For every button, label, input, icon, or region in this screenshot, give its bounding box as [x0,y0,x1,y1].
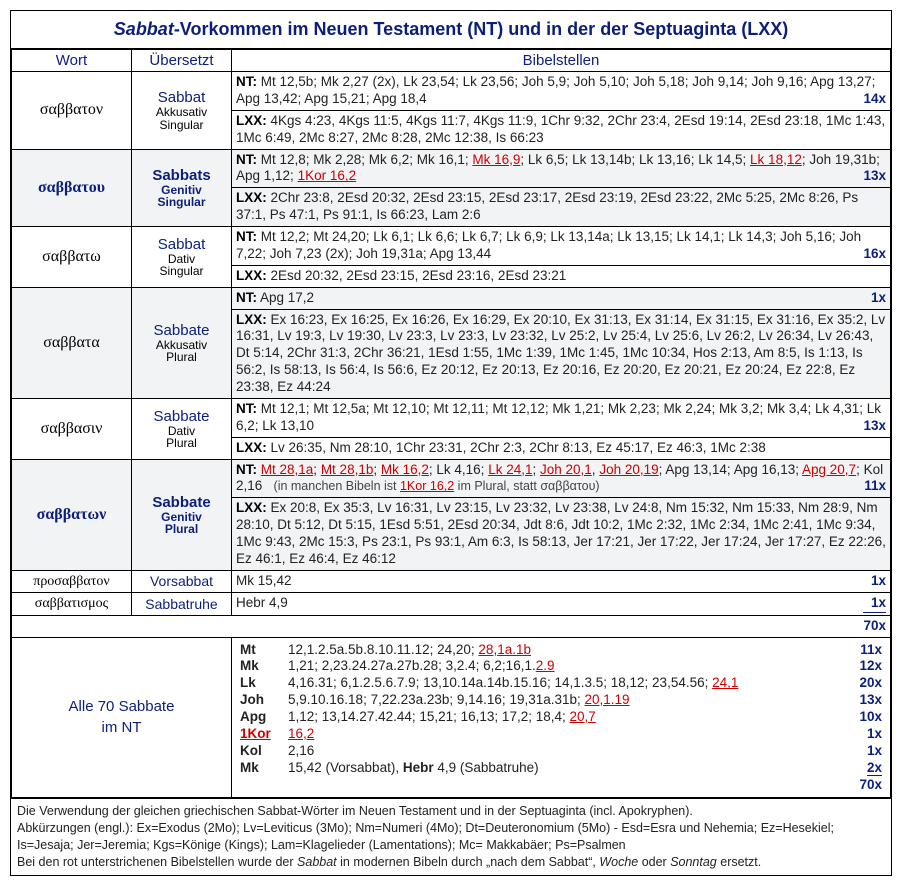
nt-refs: NT: Apg 17,21x [232,287,891,309]
table-row: σαββατωνSabbateGenitivPluralNT: Mt 28,1a… [12,459,891,498]
table-row: προσαββατονVorsabbatMk 15,421x [12,570,891,592]
greek-word: σαββατισμος [12,592,132,615]
hdr-bibelstellen: Bibelstellen [232,50,891,72]
book-count: 1x [834,726,884,743]
title-italic: Sabbat [114,19,174,39]
book-refs: 2,16 [286,743,834,760]
book-abbrev: 1Kor [238,726,286,743]
translation: SabbateGenitivPlural [132,459,232,570]
book-row: Lk4,16.31; 6,1.2.5.6.7.9; 13,10.14a.14b.… [238,675,884,692]
table-row: σαββατισμοςSabbatruheHebr 4,91x [12,592,891,615]
book-refs: 5,9.10.16.18; 7,22.23a.23b; 9,14.16; 19,… [286,692,834,709]
refs: Hebr 4,91x [232,592,891,615]
refs: Mk 15,421x [232,570,891,592]
footer-line: Die Verwendung der gleichen griechischen… [17,803,885,820]
book-count: 11x [834,642,884,659]
book-total-row: 70x [238,777,884,794]
title-rest: -Vorkommen im Neuen Testament (NT) und i… [174,19,788,39]
table-row: σαββασινSabbateDativPluralNT: Mt 12,1; M… [12,398,891,437]
total-top: 70x [12,615,891,637]
book-row: Mk1,21; 2,23.24.27a.27b.28; 3,2.4; 6,2;1… [238,658,884,675]
book-row: 1Kor16,21x [238,726,884,743]
greek-word: σαββατα [12,287,132,398]
nt-refs: NT: Mt 12,2; Mt 24,20; Lk 6,1; Lk 6,6; L… [232,227,891,266]
translation: Vorsabbat [132,570,232,592]
book-abbrev: Joh [238,692,286,709]
footer-note: Die Verwendung der gleichen griechischen… [11,798,891,875]
nt-refs: NT: Mt 12,8; Mk 2,28; Mk 6,2; Mk 16,1; M… [232,149,891,188]
table-row: σαββατουSabbatsGenitivSingularNT: Mt 12,… [12,149,891,188]
document-title: Sabbat-Vorkommen im Neuen Testament (NT)… [11,11,891,49]
nt-refs: NT: Mt 12,1; Mt 12,5a; Mt 12,10; Mt 12,1… [232,398,891,437]
greek-word: σαββατον [12,72,132,150]
document-frame: Sabbat-Vorkommen im Neuen Testament (NT)… [10,10,892,876]
book-abbrev: Lk [238,675,286,692]
greek-word: σαββατων [12,459,132,570]
book-refs: 15,42 (Vorsabbat), Hebr 4,9 (Sabbatruhe) [286,760,834,777]
book-count: 20x [834,675,884,692]
greek-word: σαββασιν [12,398,132,459]
lxx-refs: LXX: Lv 26:35, Nm 28:10, 1Chr 23:31, 2Ch… [232,437,891,459]
book-refs: 4,16.31; 6,1.2.5.6.7.9; 13,10.14a.14b.15… [286,675,834,692]
greek-word: σαββατω [12,227,132,288]
book-refs: 1,12; 13,14.27.42.44; 15,21; 16,13; 17,2… [286,709,834,726]
book-row: Joh5,9.10.16.18; 7,22.23a.23b; 9,14.16; … [238,692,884,709]
book-abbrev: Mk [238,658,286,675]
greek-word: προσαββατον [12,570,132,592]
hdr-uebersetzt: Übersetzt [132,50,232,72]
book-refs: 16,2 [286,726,834,743]
book-count: 13x [834,692,884,709]
main-table: Wort Übersetzt Bibelstellen σαββατονSabb… [11,49,891,798]
book-abbrev: Mk [238,760,286,777]
lxx-refs: LXX: Ex 20:8, Ex 35:3, Lv 16:31, Lv 23:1… [232,498,891,571]
book-row: Mk15,42 (Vorsabbat), Hebr 4,9 (Sabbatruh… [238,760,884,777]
translation: SabbatsGenitivSingular [132,149,232,227]
book-refs: 1,21; 2,23.24.27a.27b.28; 3,2.4; 6,2;16,… [286,658,834,675]
translation: SabbatDativSingular [132,227,232,288]
book-abbrev: Mt [238,642,286,659]
book-total: 70x [834,777,884,794]
footer-line: Abkürzungen (engl.): Ex=Exodus (2Mo); Lv… [17,820,885,854]
book-abbrev: Apg [238,709,286,726]
nt-refs: NT: Mt 28,1a; Mt 28,1b; Mk 16,2; Lk 4,16… [232,459,891,498]
lxx-refs: LXX: 2Esd 20:32, 2Esd 23:15, 2Esd 23:16,… [232,265,891,287]
table-row: σαββατωSabbatDativSingularNT: Mt 12,2; M… [12,227,891,266]
alle70-refs: Mt12,1.2.5a.5b.8.10.11.12; 24,20; 28,1a.… [232,637,891,798]
alle70-label: Alle 70 Sabbateim NT [12,637,232,798]
lxx-refs: LXX: Ex 16:23, Ex 16:25, Ex 16:26, Ex 16… [232,309,891,398]
book-table: Mt12,1.2.5a.5b.8.10.11.12; 24,20; 28,1a.… [238,642,884,794]
hdr-wort: Wort [12,50,132,72]
nt-refs: NT: Mt 12,5b; Mk 2,27 (2x), Lk 23,54; Lk… [232,72,891,111]
book-count: 1x [834,743,884,760]
header-row: Wort Übersetzt Bibelstellen [12,50,891,72]
footer-line: Bei den rot unterstrichenen Bibelstellen… [17,854,885,871]
book-row: Apg1,12; 13,14.27.42.44; 15,21; 16,13; 1… [238,709,884,726]
alle70-row: Alle 70 Sabbateim NT Mt12,1.2.5a.5b.8.10.… [12,637,891,798]
translation: SabbateAkkusativPlural [132,287,232,398]
translation: SabbateDativPlural [132,398,232,459]
table-row: σαββαταSabbateAkkusativPluralNT: Apg 17,… [12,287,891,309]
book-row: Mt12,1.2.5a.5b.8.10.11.12; 24,20; 28,1a.… [238,642,884,659]
lxx-refs: LXX: 2Chr 23:8, 2Esd 20:32, 2Esd 23:15, … [232,188,891,227]
total-row: 70x [12,615,891,637]
book-count: 12x [834,658,884,675]
book-abbrev: Kol [238,743,286,760]
table-row: σαββατονSabbatAkkusativSingularNT: Mt 12… [12,72,891,111]
lxx-refs: LXX: 4Kgs 4:23, 4Kgs 11:5, 4Kgs 11:7, 4K… [232,110,891,149]
translation: Sabbatruhe [132,592,232,615]
book-count: 10x [834,709,884,726]
book-refs: 12,1.2.5a.5b.8.10.11.12; 24,20; 28,1a.1b [286,642,834,659]
book-row: Kol2,161x [238,743,884,760]
translation: SabbatAkkusativSingular [132,72,232,150]
greek-word: σαββατου [12,149,132,227]
book-count: 2x [834,760,884,777]
